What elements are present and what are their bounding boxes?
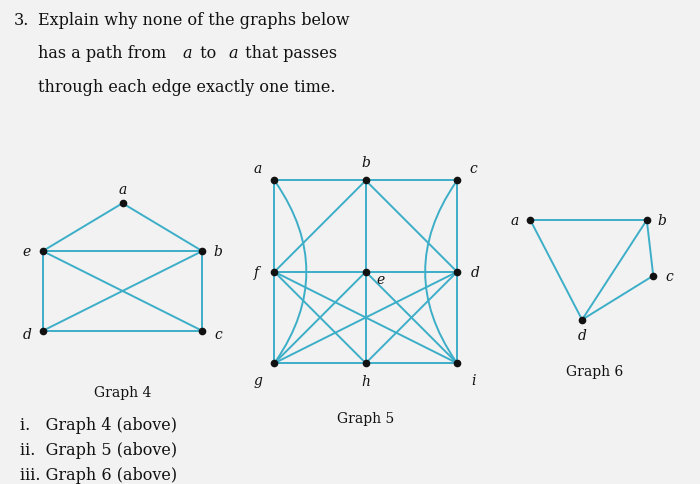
Text: a: a <box>254 161 262 175</box>
Text: d: d <box>22 327 32 341</box>
Text: c: c <box>470 161 477 175</box>
Text: h: h <box>361 375 370 389</box>
Text: to: to <box>195 45 221 62</box>
Text: b: b <box>361 156 370 170</box>
Text: iii. Graph 6 (above): iii. Graph 6 (above) <box>20 466 177 483</box>
Text: e: e <box>22 244 31 258</box>
Text: a: a <box>228 45 237 62</box>
Text: Graph 4: Graph 4 <box>94 385 151 399</box>
Text: that passes: that passes <box>240 45 337 62</box>
Text: c: c <box>214 327 222 341</box>
Text: i: i <box>471 373 476 387</box>
Text: d: d <box>471 265 480 279</box>
Text: through each edge exactly one time.: through each edge exactly one time. <box>38 78 335 95</box>
Text: Explain why none of the graphs below: Explain why none of the graphs below <box>38 12 349 29</box>
Text: g: g <box>253 373 262 387</box>
Text: d: d <box>578 329 587 343</box>
FancyArrowPatch shape <box>276 183 307 361</box>
Text: a: a <box>510 213 519 227</box>
Text: e: e <box>376 272 384 287</box>
FancyArrowPatch shape <box>425 183 456 361</box>
Text: b: b <box>658 213 667 227</box>
Text: f: f <box>253 265 259 279</box>
Text: Graph 5: Graph 5 <box>337 411 394 425</box>
Text: i.   Graph 4 (above): i. Graph 4 (above) <box>20 416 177 433</box>
Text: Graph 6: Graph 6 <box>566 364 624 378</box>
Text: b: b <box>214 244 223 258</box>
Text: 3.: 3. <box>14 12 29 29</box>
Text: ii.  Graph 5 (above): ii. Graph 5 (above) <box>20 441 177 458</box>
Text: a: a <box>118 182 127 197</box>
Text: has a path from: has a path from <box>38 45 172 62</box>
Text: a: a <box>182 45 192 62</box>
Text: c: c <box>665 269 673 283</box>
